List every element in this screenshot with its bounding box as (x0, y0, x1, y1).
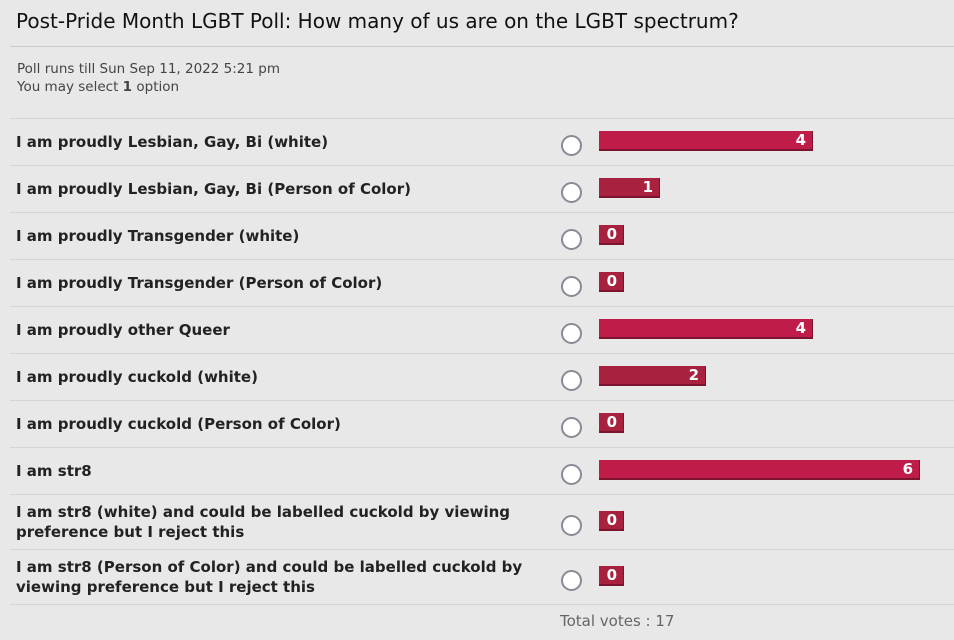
result-bar: 0 (599, 566, 624, 586)
poll-runs-till: Poll runs till Sun Sep 11, 2022 5:21 pm (17, 61, 280, 77)
option-radio[interactable] (561, 275, 582, 297)
result-bar: 4 (599, 319, 813, 339)
option-radio[interactable] (561, 181, 582, 203)
result-bar-cell: 0 (599, 272, 624, 294)
option-label: I am proudly Lesbian, Gay, Bi (Person of… (16, 180, 411, 198)
result-bar: 1 (599, 178, 660, 198)
result-bar-cell: 4 (599, 319, 813, 341)
option-radio[interactable] (561, 322, 582, 344)
option-radio[interactable] (561, 416, 582, 438)
poll-info: Poll runs till Sun Sep 11, 2022 5:21 pm … (10, 47, 954, 119)
poll-option-row: I am proudly Transgender (white) 0 (10, 213, 954, 260)
result-bar: 0 (599, 511, 624, 531)
result-bar-cell: 6 (599, 460, 920, 482)
option-label: I am proudly Transgender (Person of Colo… (16, 274, 383, 292)
result-bar-cell: 4 (599, 131, 813, 153)
result-bar: 6 (599, 460, 920, 480)
poll-options: I am proudly Lesbian, Gay, Bi (white) 4 I … (10, 119, 954, 605)
option-radio[interactable] (561, 514, 582, 536)
poll-option-row: I am proudly cuckold (Person of Color) 0 (10, 401, 954, 448)
result-bar-cell: 1 (599, 178, 660, 200)
poll-option-row: I am proudly Lesbian, Gay, Bi (white) 4 (10, 119, 954, 166)
option-label: I am proudly Transgender (white) (16, 227, 300, 245)
option-radio[interactable] (561, 228, 582, 250)
poll-option-row: I am str8 (Person of Color) and could be… (10, 550, 954, 605)
option-radio[interactable] (561, 463, 582, 485)
option-label: I am proudly cuckold (white) (16, 368, 258, 386)
result-bar: 0 (599, 225, 624, 245)
result-bar-cell: 0 (599, 511, 624, 533)
poll-panel: Post-Pride Month LGBT Poll: How many of … (10, 0, 954, 630)
option-label: I am proudly Lesbian, Gay, Bi (white) (16, 133, 329, 151)
result-bar-cell: 0 (599, 225, 624, 247)
poll-option-row: I am str8 6 (10, 448, 954, 495)
result-bar-cell: 2 (599, 366, 706, 388)
poll-option-row: I am proudly Transgender (Person of Colo… (10, 260, 954, 307)
poll-option-row: I am proudly cuckold (white) 2 (10, 354, 954, 401)
option-radio[interactable] (561, 134, 582, 156)
result-bar-cell: 0 (599, 413, 624, 435)
result-bar: 0 (599, 272, 624, 292)
option-radio[interactable] (561, 369, 582, 391)
option-label: I am proudly cuckold (Person of Color) (16, 415, 341, 433)
option-label: I am str8 (Person of Color) and could be… (16, 558, 523, 596)
poll-option-row: I am proudly Lesbian, Gay, Bi (Person of… (10, 166, 954, 213)
option-label: I am proudly other Queer (16, 321, 230, 339)
poll-title: Post-Pride Month LGBT Poll: How many of … (10, 0, 954, 47)
result-bar: 0 (599, 413, 624, 433)
option-radio[interactable] (561, 569, 582, 591)
result-bar: 2 (599, 366, 706, 386)
result-bar-cell: 0 (599, 566, 624, 588)
option-label: I am str8 (16, 462, 92, 480)
poll-option-row: I am proudly other Queer 4 (10, 307, 954, 354)
result-bar: 4 (599, 131, 813, 151)
total-votes: Total votes : 17 (560, 612, 675, 630)
poll-option-row: I am str8 (white) and could be labelled … (10, 495, 954, 550)
option-label: I am str8 (white) and could be labelled … (16, 503, 511, 541)
poll-select-info: You may select 1 option (17, 79, 180, 95)
